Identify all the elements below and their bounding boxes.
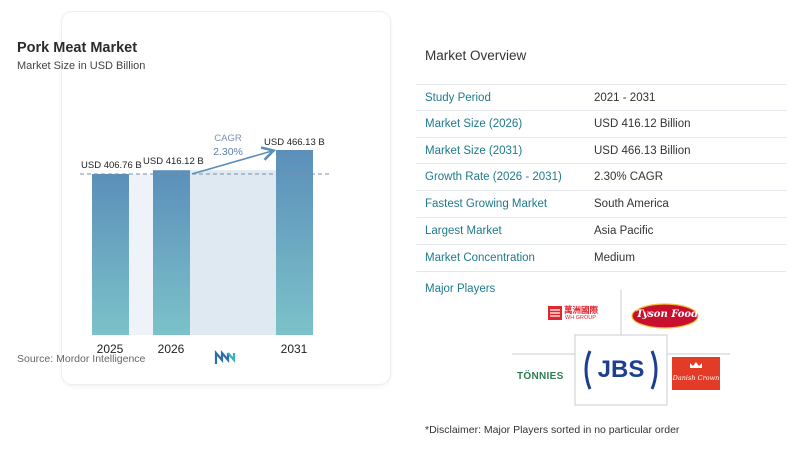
overview-label: Market Size (2026) [425,117,523,130]
jbs-logo: JBS [580,347,662,393]
bar-chart: USD 406.76 B USD 416.12 B USD 466.13 B 2025… [80,133,330,356]
bar-2031 [276,150,313,335]
forecast-band [190,170,276,335]
overview-value: Medium [594,251,635,264]
mordor-logo-icon [214,350,236,364]
overview-value: South America [594,198,669,211]
gap-band [129,174,153,335]
bar-2025 [92,174,129,335]
crown-icon [690,362,702,368]
danish-crown-logo: Danish Crown [672,357,720,390]
data-label-2031: USD 466.13 B [264,137,325,148]
jbs-bracket-icon [584,350,658,390]
tonnies-name: TÖNNIES [517,371,564,382]
overview-row: Market Size (2031) USD 466.13 Billion [416,138,786,165]
tyson-oval-icon [631,303,699,329]
disclaimer: *Disclaimer: Major Players sorted in no … [425,424,680,436]
cagr-label: CAGR [214,133,242,144]
overview-table: Study Period 2021 - 2031 Market Size (20… [416,84,786,272]
category-label-2031: 2031 [281,342,308,356]
tyson-foods-name: Tyson Foods [636,309,704,320]
overview-value: Asia Pacific [594,224,654,237]
overview-label: Study Period [425,92,491,104]
cagr-arrow [191,146,277,175]
overview-row: Market Concentration Medium [416,245,786,272]
overview-label: Market Concentration [425,251,535,264]
tonnies-logo: TÖNNIES [517,366,564,384]
overview-row: Largest Market Asia Pacific [416,218,786,245]
overview-label: Market Size (2031) [425,144,523,157]
data-label-2026: USD 416.12 B [143,156,204,167]
wh-group-icon [548,306,562,320]
chart-title: Pork Meat Market [17,40,138,56]
overview-row: Fastest Growing Market South America [416,191,786,218]
source-text: Source: Mordor Intelligence [17,353,146,365]
overview-label: Growth Rate (2026 - 2031) [425,171,562,184]
overview-row: Market Size (2026) USD 416.12 Billion [416,111,786,138]
overview-row: Growth Rate (2026 - 2031) 2.30% CAGR [416,164,786,192]
data-label-2025: USD 406.76 B [81,160,142,171]
danish-crown-name: Danish Crown [672,374,720,382]
wh-group-name: WH GROUP [565,315,596,321]
overview-title: Market Overview [425,48,527,63]
overview-value: USD 416.12 Billion [594,117,691,130]
bar-2026 [153,170,190,335]
cagr-value: 2.30% [213,146,243,158]
overview-value: 2.30% CAGR [594,171,664,184]
overview-label: Fastest Growing Market [425,198,548,211]
wh-group-chinese: 萬洲國際 [564,305,599,315]
overview-label: Largest Market [425,224,502,237]
category-label-2025: 2025 [97,342,124,356]
jbs-name: JBS [597,356,645,383]
chart-subtitle: Market Size in USD Billion [17,60,146,72]
overview-value: USD 466.13 Billion [594,144,691,157]
category-label-2026: 2026 [158,342,185,356]
players-title: Major Players [425,283,496,295]
wh-group-logo: 萬洲國際 WH GROUP [548,304,604,326]
overview-row: Study Period 2021 - 2031 [416,84,786,111]
overview-value: 2021 - 2031 [594,92,656,104]
